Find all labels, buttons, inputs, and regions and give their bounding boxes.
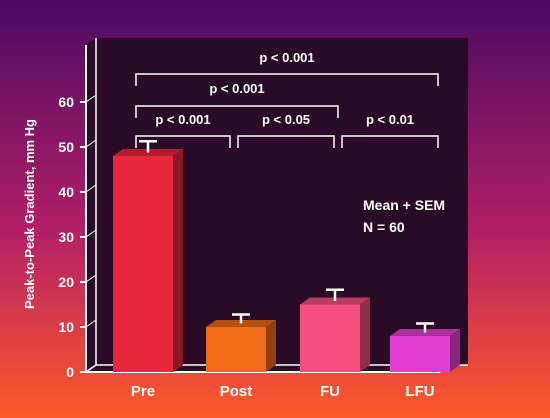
- p-value-label: p < 0.001: [209, 81, 264, 96]
- p-value-label: p < 0.001: [259, 50, 314, 65]
- x-tick-label: FU: [320, 383, 340, 400]
- y-tick-label: 10: [58, 319, 74, 335]
- y-tick-depth: [85, 184, 97, 193]
- y-tick-depth: [85, 139, 97, 148]
- y-tick-depth: [85, 364, 97, 373]
- y-axis-label: Peak-to-Peak Gradient, mm Hg: [22, 119, 37, 309]
- x-tick-label: Post: [220, 383, 253, 400]
- y-tick-label: 20: [58, 274, 74, 290]
- bar-side: [173, 149, 183, 372]
- y-tick-label: 50: [58, 139, 74, 155]
- bar-side: [360, 297, 370, 372]
- bar-fu: [300, 304, 360, 372]
- y-tick-label: 60: [58, 94, 74, 110]
- significance-bracket: [135, 105, 339, 118]
- annotation-n: N = 60: [363, 219, 405, 235]
- bar-post: [206, 327, 266, 372]
- y-tick-depth: [85, 229, 97, 238]
- y-tick-depth: [85, 274, 97, 283]
- x-tick-label: Pre: [131, 383, 155, 400]
- p-value-label: p < 0.01: [366, 112, 414, 127]
- y-tick-label: 40: [58, 184, 74, 200]
- significance-bracket: [341, 135, 439, 148]
- y-tick-label: 0: [66, 364, 74, 380]
- y-tick-depth: [85, 94, 97, 103]
- bar-pre: [113, 156, 173, 372]
- annotation-mean-sem: Mean + SEM: [363, 197, 445, 213]
- significance-bracket: [237, 135, 335, 148]
- y-tick-label: 30: [58, 229, 74, 245]
- bar-side: [450, 329, 460, 372]
- p-value-label: p < 0.05: [262, 112, 310, 127]
- bar-side: [266, 320, 276, 372]
- significance-bracket: [135, 135, 231, 148]
- y-tick-depth: [85, 319, 97, 328]
- bar-lfu: [390, 336, 450, 372]
- x-tick-label: LFU: [405, 383, 434, 400]
- significance-bracket: [135, 73, 439, 86]
- p-value-label: p < 0.001: [155, 112, 210, 127]
